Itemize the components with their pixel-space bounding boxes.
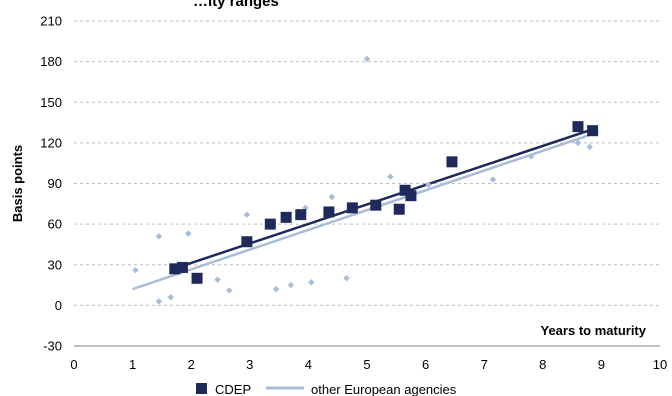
x-tick-label: 8 [539, 357, 546, 372]
data-points [132, 55, 599, 305]
point-other-agencies [167, 294, 174, 301]
point-other-agencies [185, 230, 192, 237]
x-tick-labels: 0 1 2 3 4 5 6 7 8 9 10 [70, 357, 667, 372]
point-other-agencies [489, 176, 497, 183]
point-other-agencies [328, 193, 336, 201]
y-axis-title: Basis points [10, 145, 25, 222]
x-tick-label: 7 [481, 357, 488, 372]
x-tick-label: 6 [422, 357, 429, 372]
point-other-agencies [574, 139, 582, 147]
trend-line-other-agencies [132, 130, 599, 291]
point-cdep [370, 199, 382, 211]
trend-line-cdep [173, 128, 594, 270]
x-tick-label: 10 [653, 357, 667, 372]
gridlines [74, 20, 660, 306]
x-tick-label: 9 [598, 357, 605, 372]
legend-cdep-label: CDEP [215, 382, 251, 396]
x-tick-label: 2 [188, 357, 195, 372]
y-tick-label: 30 [48, 257, 62, 272]
chart-title: …ity ranges [193, 0, 279, 10]
point-cdep [280, 211, 292, 223]
point-other-agencies [226, 287, 233, 294]
trend-lines [132, 128, 599, 291]
point-other-agencies [425, 181, 432, 189]
x-tick-label: 3 [246, 357, 253, 372]
point-cdep [405, 190, 417, 202]
y-tick-label: 180 [40, 54, 62, 69]
legend-cdep-marker [196, 383, 207, 394]
point-cdep [169, 263, 181, 275]
x-tick-label: 1 [129, 357, 136, 372]
point-cdep [587, 125, 599, 137]
point-other-agencies [214, 276, 221, 283]
point-other-agencies [527, 153, 535, 160]
y-tick-label: -30 [43, 339, 62, 354]
point-other-agencies [308, 279, 315, 286]
legend-agencies-label: other European agencies [311, 382, 457, 396]
point-cdep [446, 156, 458, 168]
point-other-agencies [272, 285, 280, 293]
x-axis-title: Years to maturity [541, 323, 647, 338]
point-cdep [176, 261, 188, 273]
point-cdep [399, 184, 411, 196]
point-cdep [295, 209, 307, 221]
y-tick-label: 210 [40, 14, 62, 29]
point-cdep [393, 203, 405, 215]
point-cdep [346, 202, 358, 214]
point-other-agencies [155, 233, 163, 240]
point-other-agencies [132, 266, 139, 274]
point-cdep [572, 121, 584, 133]
y-tick-label: 90 [48, 176, 62, 191]
legend: CDEP other European agencies [196, 382, 457, 396]
point-other-agencies [243, 211, 251, 218]
y-tick-labels: -30 0 30 60 90 120 150 180 210 [40, 14, 62, 354]
point-cdep [323, 206, 335, 218]
point-other-agencies [586, 143, 593, 151]
point-other-agencies [363, 55, 371, 63]
point-cdep [264, 218, 276, 230]
point-cdep [241, 236, 253, 248]
point-other-agencies [155, 298, 163, 305]
x-tick-label: 4 [305, 357, 312, 372]
y-tick-label: 0 [55, 298, 62, 313]
x-tick-label: 0 [70, 357, 77, 372]
y-tick-label: 60 [48, 217, 62, 232]
point-other-agencies [343, 275, 350, 282]
point-other-agencies [387, 173, 394, 180]
point-other-agencies [302, 204, 309, 212]
point-cdep [191, 272, 203, 284]
y-tick-label: 120 [40, 135, 62, 150]
point-other-agencies [287, 281, 295, 289]
x-tick-label: 5 [363, 357, 370, 372]
y-tick-label: 150 [40, 95, 62, 110]
